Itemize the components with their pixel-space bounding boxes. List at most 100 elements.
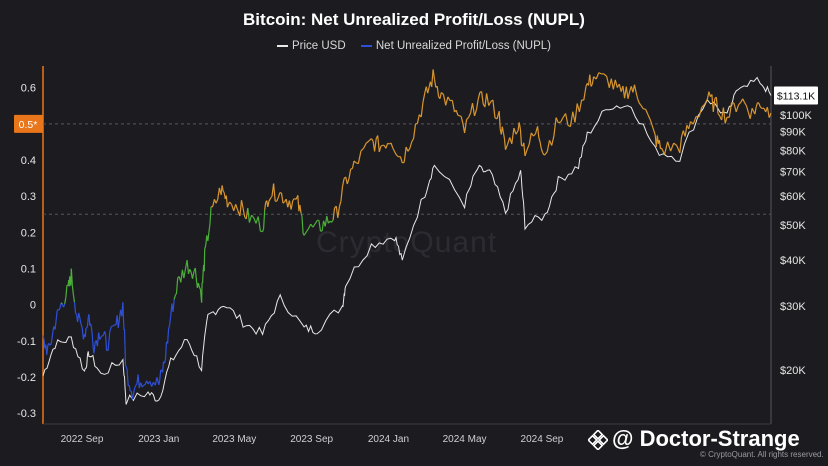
nupl-series-segment (523, 142, 526, 157)
nupl-series-segment (86, 325, 89, 329)
nupl-series-segment (378, 145, 382, 153)
nupl-series-segment (365, 140, 370, 144)
nupl-series-segment (473, 109, 478, 117)
nupl-series-segment (374, 138, 377, 152)
nupl-series-segment (253, 217, 257, 224)
nupl-series-segment (481, 91, 484, 105)
nupl-series-segment (112, 324, 115, 327)
nupl-series-segment (55, 310, 58, 322)
nupl-series-segment (603, 73, 608, 77)
nupl-series-segment (598, 72, 602, 75)
nupl-series-segment (109, 326, 112, 333)
nupl-series-segment (314, 219, 318, 225)
nupl-series-segment (768, 112, 772, 118)
nupl-series-segment (84, 327, 87, 337)
nupl-series-segment (303, 231, 307, 236)
nupl-series-segment (60, 302, 63, 305)
nupl-series-segment (198, 287, 202, 290)
nupl-series-segment (502, 132, 505, 139)
legend-label-price: Price USD (291, 40, 346, 52)
nupl-series-segment (392, 147, 396, 153)
nupl-series-segment (402, 161, 405, 164)
nupl-series-segment (117, 318, 120, 328)
nupl-series-segment (99, 337, 102, 340)
nupl-series-segment (637, 98, 640, 104)
nupl-series-segment (608, 78, 612, 88)
nupl-series-segment (551, 135, 555, 146)
nupl-series-segment (268, 198, 272, 202)
nupl-series-segment (124, 346, 127, 366)
nupl-series-segment (532, 133, 536, 137)
nupl-series-segment (591, 76, 595, 85)
nupl-series-segment (538, 137, 541, 143)
legend-item-nupl[interactable]: Net Unrealized Profit/Loss (NUPL) (360, 40, 551, 52)
x-tick-label: 2023 May (212, 434, 256, 445)
nupl-series-segment (731, 101, 735, 104)
x-tick-label: 2023 Sep (290, 434, 333, 445)
nupl-series-segment (445, 96, 449, 106)
nupl-series-segment (124, 365, 127, 367)
nupl-series-segment (93, 342, 96, 354)
nupl-series-segment (755, 102, 759, 107)
nupl-series-segment (164, 341, 168, 360)
left-tick-label: 0.3 (21, 191, 36, 203)
nupl-series-segment (86, 318, 89, 327)
nupl-series-segment (422, 92, 426, 103)
nupl-series-segment (715, 97, 719, 114)
nupl-series-segment (439, 92, 442, 99)
left-tick-label: -0.3 (17, 408, 36, 420)
nupl-series-segment (544, 151, 548, 155)
nupl-series-segment (98, 332, 101, 340)
nupl-series-segment (215, 199, 219, 204)
nupl-series-segment (159, 369, 162, 381)
nupl-series-segment (225, 195, 228, 208)
nupl-series-segment (292, 198, 295, 201)
nupl-series-segment (447, 96, 451, 102)
nupl-series-segment (749, 108, 753, 119)
nupl-series-segment (432, 69, 436, 80)
nupl-series-segment (670, 142, 675, 152)
nupl-series-segment (351, 160, 355, 169)
nupl-series-segment (207, 232, 210, 241)
legend: Price USD Net Unrealized Profit/Loss (NU… (0, 40, 828, 52)
nupl-series-segment (273, 183, 276, 202)
nupl-series-segment (102, 333, 105, 337)
nupl-series-segment (191, 271, 195, 279)
nupl-series-segment (340, 186, 344, 202)
nupl-series-segment (553, 117, 557, 137)
nupl-series-segment (539, 141, 542, 149)
nupl-series-segment (590, 83, 593, 87)
nupl-series-segment (698, 107, 703, 118)
nupl-series-segment (518, 122, 521, 130)
nupl-series-segment (513, 127, 517, 135)
nupl-series-segment (411, 138, 415, 143)
nupl-series-segment (380, 144, 383, 147)
legend-item-price[interactable]: Price USD (276, 40, 346, 52)
nupl-series-segment (233, 204, 237, 211)
nupl-series-segment (247, 207, 250, 223)
nupl-series-segment (385, 143, 389, 149)
right-tick-label: $30K (780, 301, 806, 313)
nupl-series-segment (695, 115, 700, 118)
nupl-series-segment (722, 107, 726, 124)
nupl-series-segment (80, 324, 83, 329)
nupl-series-segment (135, 383, 138, 386)
nupl-series-segment (574, 103, 578, 123)
nupl-series-segment (131, 393, 135, 400)
nupl-series-segment (455, 110, 459, 116)
nupl-series-segment (300, 212, 303, 217)
nupl-series-segment (203, 249, 206, 272)
nupl-series-segment (576, 103, 580, 112)
nupl-series-segment (460, 116, 464, 124)
nupl-series-segment (488, 101, 492, 106)
legend-label-nupl: Net Unrealized Profit/Loss (NUPL) (375, 40, 551, 52)
nupl-series-segment (589, 74, 592, 87)
nupl-series-segment (174, 293, 178, 296)
left-tick-label: -0.2 (17, 372, 36, 384)
nupl-series-segment (163, 359, 167, 364)
nupl-series-segment (717, 113, 721, 117)
nupl-series-segment (264, 202, 267, 210)
nupl-series-segment (524, 149, 528, 157)
nupl-series-segment (90, 327, 93, 336)
nupl-series-segment (751, 107, 755, 112)
